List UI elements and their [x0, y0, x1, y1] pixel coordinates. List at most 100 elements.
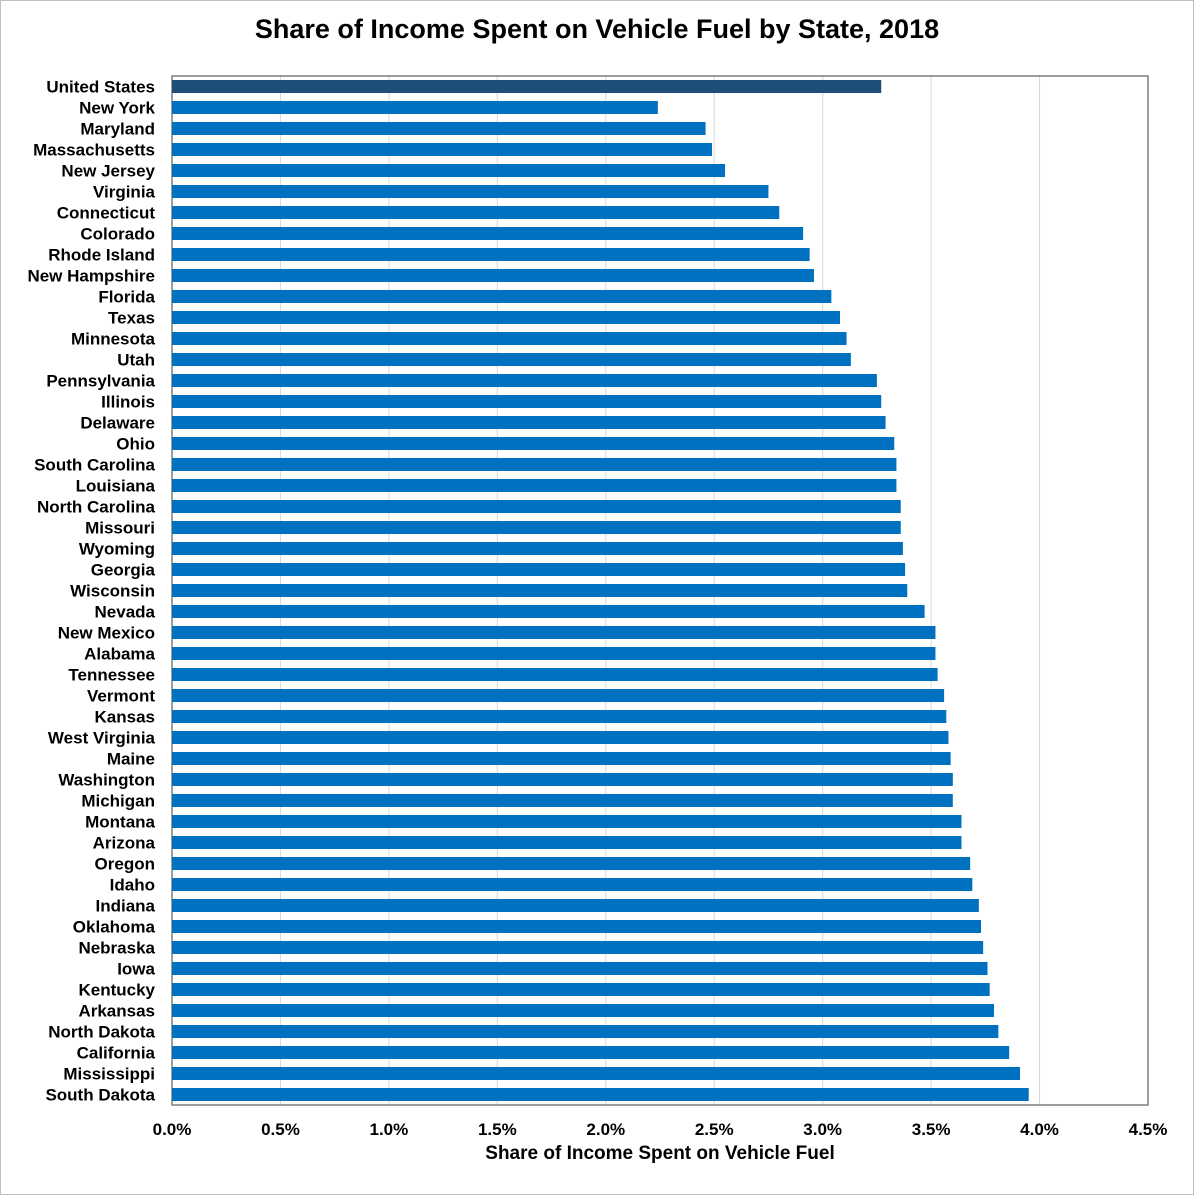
- bar: [172, 982, 990, 997]
- bar: [172, 877, 973, 892]
- category-label: Nebraska: [78, 939, 155, 958]
- bar: [172, 121, 706, 136]
- bar: [172, 310, 841, 325]
- bar: [172, 856, 971, 871]
- bar: [172, 163, 726, 178]
- bar: [172, 1045, 1010, 1060]
- bar: [172, 520, 901, 535]
- category-label: South Carolina: [34, 456, 155, 475]
- category-label: United States: [46, 78, 155, 97]
- category-label: Wisconsin: [70, 582, 155, 601]
- bar: [172, 352, 851, 367]
- bar: [172, 667, 938, 682]
- category-label: Kentucky: [78, 981, 155, 1000]
- category-label: Idaho: [110, 876, 155, 895]
- x-tick-label: 2.5%: [695, 1120, 734, 1139]
- chart-title: Share of Income Spent on Vehicle Fuel by…: [254, 14, 940, 44]
- bar: [172, 814, 962, 829]
- bar: [172, 961, 988, 976]
- category-label: Michigan: [81, 792, 155, 811]
- category-label: Missouri: [85, 519, 155, 538]
- category-label: Wyoming: [79, 540, 155, 559]
- category-label: Delaware: [80, 414, 155, 433]
- bar: [172, 919, 981, 934]
- bar: [172, 730, 949, 745]
- category-label: Florida: [98, 288, 155, 307]
- category-label: Maryland: [80, 120, 155, 139]
- category-label: Arkansas: [78, 1002, 155, 1021]
- bar: [172, 247, 810, 262]
- bar: [172, 562, 906, 577]
- bar: [172, 205, 780, 220]
- x-tick-label: 1.0%: [370, 1120, 409, 1139]
- category-label: Nevada: [95, 603, 156, 622]
- bar: [172, 499, 901, 514]
- category-label: Georgia: [91, 561, 156, 580]
- category-label: Vermont: [87, 687, 155, 706]
- category-label: Illinois: [101, 393, 155, 412]
- bar: [172, 331, 847, 346]
- x-tick-label: 2.0%: [586, 1120, 625, 1139]
- category-label: New Jersey: [61, 162, 155, 181]
- category-label: Texas: [108, 309, 155, 328]
- category-label: Iowa: [117, 960, 155, 979]
- x-tick-label: 4.5%: [1129, 1120, 1168, 1139]
- bar: [172, 751, 951, 766]
- category-label: Rhode Island: [48, 246, 155, 265]
- category-label: Tennessee: [68, 666, 155, 685]
- x-tick-label: 1.5%: [478, 1120, 517, 1139]
- x-tick-label: 0.0%: [153, 1120, 192, 1139]
- category-label: South Dakota: [45, 1086, 155, 1105]
- bar: [172, 793, 953, 808]
- bar: [172, 1003, 995, 1018]
- bar: [172, 898, 979, 913]
- x-tick-label: 3.5%: [912, 1120, 951, 1139]
- category-label: Arizona: [93, 834, 156, 853]
- bar: [172, 184, 769, 199]
- x-axis-title: Share of Income Spent on Vehicle Fuel: [485, 1143, 835, 1164]
- category-label: Minnesota: [71, 330, 156, 349]
- bar: [172, 604, 925, 619]
- category-label: California: [77, 1044, 156, 1063]
- category-label: Colorado: [80, 225, 155, 244]
- category-label: Pennsylvania: [46, 372, 155, 391]
- category-label: Massachusetts: [33, 141, 155, 160]
- category-label: Oklahoma: [73, 918, 156, 937]
- category-label: Maine: [107, 750, 155, 769]
- category-label: Indiana: [95, 897, 155, 916]
- category-label: North Dakota: [48, 1023, 155, 1042]
- category-label: Oregon: [95, 855, 155, 874]
- bar: [172, 835, 962, 850]
- bar: [172, 583, 908, 598]
- category-label: Washington: [58, 771, 155, 790]
- bar: [172, 268, 814, 283]
- bar: [172, 226, 804, 241]
- category-label: Kansas: [95, 708, 155, 727]
- bar: [172, 436, 895, 451]
- bar: [172, 1024, 999, 1039]
- bar: [172, 289, 832, 304]
- category-label: Connecticut: [57, 204, 156, 223]
- category-label: Mississippi: [63, 1065, 155, 1084]
- bar: [172, 100, 658, 115]
- bar: [172, 772, 953, 787]
- bar: [172, 394, 882, 409]
- category-label: New Hampshire: [27, 267, 155, 286]
- bar: [172, 142, 713, 157]
- category-label: Ohio: [116, 435, 155, 454]
- bar: [172, 940, 984, 955]
- bar: [172, 646, 936, 661]
- bar: [172, 709, 947, 724]
- bar: [172, 1087, 1029, 1102]
- bar: [172, 478, 897, 493]
- category-label: North Carolina: [37, 498, 156, 517]
- bar: [172, 1066, 1021, 1081]
- category-label: Utah: [117, 351, 155, 370]
- x-tick-label: 0.5%: [261, 1120, 300, 1139]
- bar: [172, 415, 886, 430]
- bar: [172, 541, 903, 556]
- category-label: Alabama: [84, 645, 155, 664]
- category-label: Virginia: [93, 183, 156, 202]
- bar: [172, 79, 882, 94]
